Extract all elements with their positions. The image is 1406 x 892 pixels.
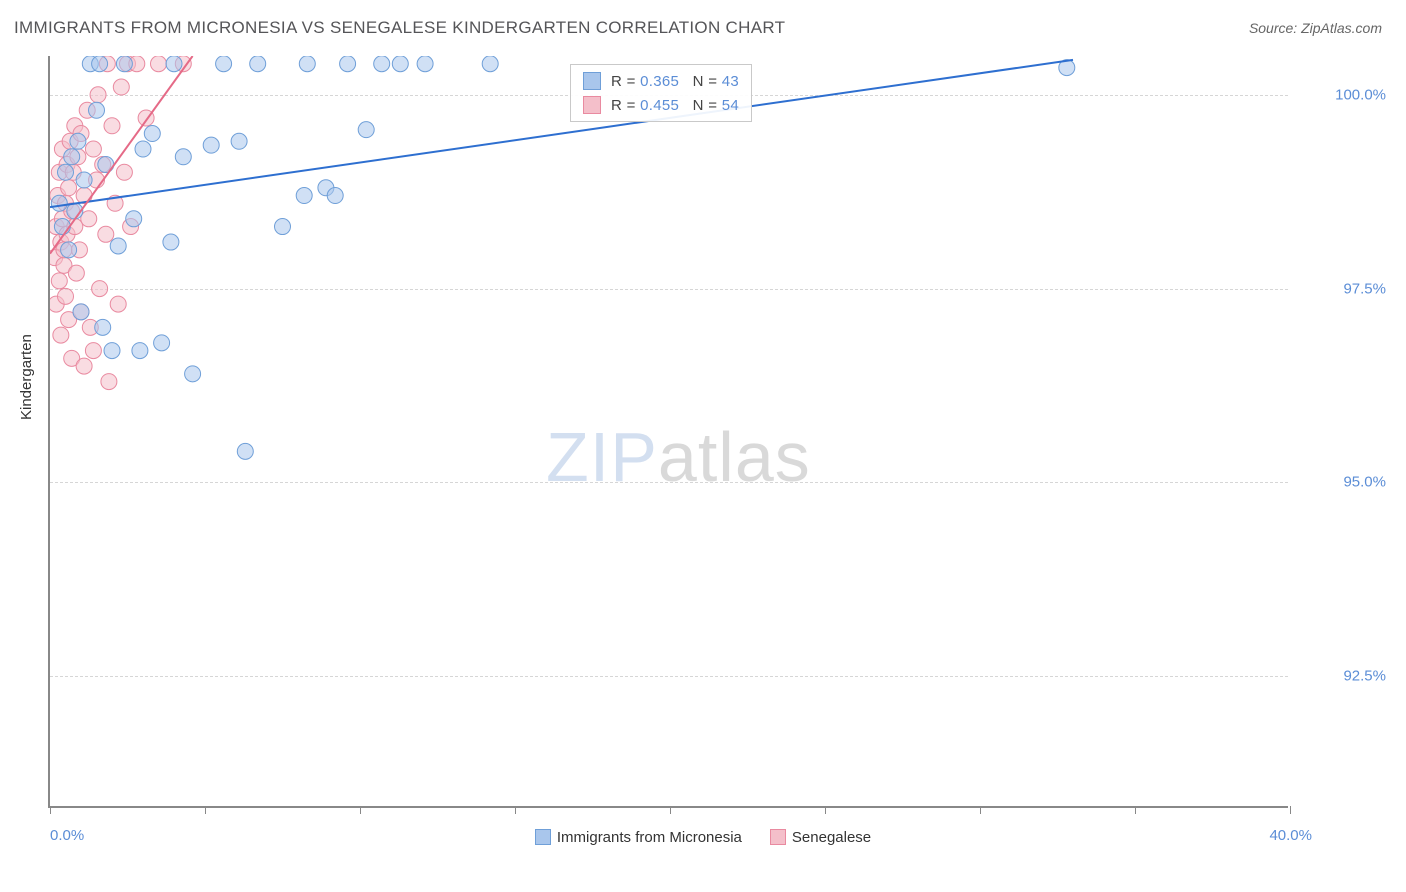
data-point (231, 133, 247, 149)
data-point (175, 149, 191, 165)
data-point (51, 195, 67, 211)
data-point (113, 79, 129, 95)
y-tick-label: 95.0% (1343, 474, 1386, 491)
data-point (54, 219, 70, 235)
data-point (340, 56, 356, 72)
y-tick-label: 97.5% (1343, 280, 1386, 297)
data-point (163, 234, 179, 250)
data-point (61, 242, 77, 258)
correlation-stats-box: R = 0.365 N = 43 R = 0.455 N = 54 (570, 64, 752, 122)
data-point (116, 164, 132, 180)
data-point (417, 56, 433, 72)
data-point (151, 56, 167, 72)
data-point (76, 358, 92, 374)
data-point (185, 366, 201, 382)
data-point (358, 122, 374, 138)
source-value: ZipAtlas.com (1301, 20, 1382, 36)
legend-label: Senegalese (792, 829, 871, 846)
legend-item: Immigrants from Micronesia (535, 829, 742, 846)
legend-swatch (770, 829, 786, 845)
data-point (135, 141, 151, 157)
data-point (51, 273, 67, 289)
data-point (64, 149, 80, 165)
stat-text: R = 0.365 N = 43 (611, 73, 739, 90)
data-point (392, 56, 408, 72)
data-point (90, 87, 106, 103)
data-point (85, 343, 101, 359)
stat-row: R = 0.365 N = 43 (571, 69, 751, 93)
legend-item: Senegalese (770, 829, 871, 846)
y-axis-label: Kindergarten (18, 334, 35, 420)
data-point (53, 327, 69, 343)
y-tick-label: 100.0% (1335, 86, 1386, 103)
data-point (374, 56, 390, 72)
legend-label: Immigrants from Micronesia (557, 829, 742, 846)
data-point (85, 141, 101, 157)
trend-line (50, 60, 1073, 207)
data-point (110, 238, 126, 254)
data-point (92, 56, 108, 72)
data-point (104, 118, 120, 134)
data-point (58, 164, 74, 180)
data-point (327, 188, 343, 204)
data-point (166, 56, 182, 72)
data-point (250, 56, 266, 72)
stat-row: R = 0.455 N = 54 (571, 93, 751, 117)
data-point (70, 133, 86, 149)
data-point (92, 281, 108, 297)
data-point (132, 343, 148, 359)
y-tick-label: 92.5% (1343, 668, 1386, 685)
data-point (299, 56, 315, 72)
data-point (126, 211, 142, 227)
stat-swatch (583, 72, 601, 90)
data-point (116, 56, 132, 72)
data-point (81, 211, 97, 227)
x-tick (1290, 806, 1291, 814)
data-point (58, 288, 74, 304)
data-point (296, 188, 312, 204)
stat-swatch (583, 96, 601, 114)
source-prefix: Source: (1249, 20, 1301, 36)
scatter-svg (50, 56, 1290, 808)
source-attribution: Source: ZipAtlas.com (1249, 20, 1382, 36)
data-point (144, 126, 160, 142)
data-point (237, 443, 253, 459)
data-point (76, 172, 92, 188)
data-point (482, 56, 498, 72)
data-point (73, 304, 89, 320)
data-point (275, 219, 291, 235)
data-point (95, 319, 111, 335)
data-point (216, 56, 232, 72)
legend-bottom: Immigrants from Micronesia Senegalese (0, 829, 1406, 846)
data-point (104, 343, 120, 359)
data-point (89, 102, 105, 118)
chart-title: IMMIGRANTS FROM MICRONESIA VS SENEGALESE… (14, 18, 785, 38)
data-point (203, 137, 219, 153)
data-point (154, 335, 170, 351)
data-point (98, 226, 114, 242)
data-point (101, 374, 117, 390)
data-point (61, 180, 77, 196)
data-point (110, 296, 126, 312)
legend-swatch (535, 829, 551, 845)
plot-area: ZIPatlas R = 0.365 N = 43R = 0.455 N = 5… (48, 56, 1288, 808)
stat-text: R = 0.455 N = 54 (611, 97, 739, 114)
data-point (68, 265, 84, 281)
